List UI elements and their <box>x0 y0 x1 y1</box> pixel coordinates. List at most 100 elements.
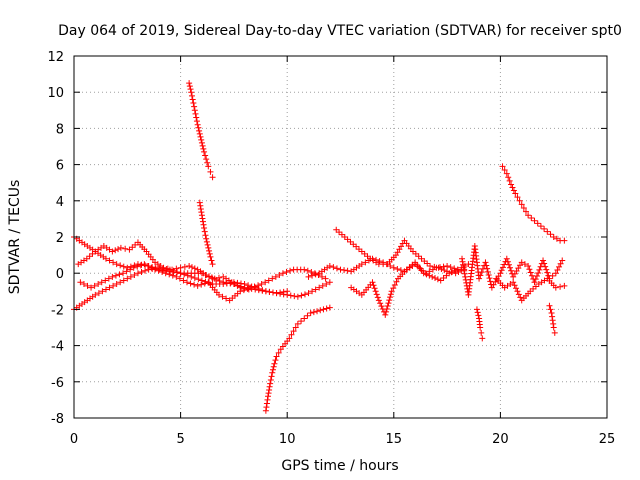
data-point <box>109 273 116 280</box>
data-point-interpolated <box>264 396 271 403</box>
data-point-interpolated <box>204 159 211 166</box>
data-point <box>258 281 265 288</box>
data-point-interpolated <box>197 205 204 212</box>
data-point-interpolated <box>112 247 119 254</box>
data-point-interpolated <box>462 273 469 280</box>
data-point-interpolated <box>275 349 282 356</box>
data-point <box>544 228 551 235</box>
data-point-interpolated <box>394 265 401 272</box>
data-point <box>215 291 222 298</box>
data-point-interpolated <box>191 275 198 282</box>
data-point-interpolated <box>208 274 215 281</box>
data-point-interpolated <box>532 276 539 283</box>
data-point-interpolated <box>312 271 319 278</box>
data-point <box>301 315 308 322</box>
data-point-interpolated <box>506 177 513 184</box>
data-point-interpolated <box>505 261 512 268</box>
data-point <box>479 335 486 342</box>
data-point-interpolated <box>206 247 213 254</box>
data-point-interpolated <box>180 277 187 284</box>
data-point-interpolated <box>505 174 512 181</box>
data-point-interpolated <box>536 266 543 273</box>
data-point-interpolated <box>265 277 272 284</box>
data-point-interpolated <box>518 201 525 208</box>
data-point-interpolated <box>117 279 124 286</box>
data-point-interpolated <box>138 261 145 268</box>
data-point <box>446 270 453 277</box>
data-point-interpolated <box>474 309 481 316</box>
data-point-interpolated <box>554 267 561 274</box>
data-point-interpolated <box>514 288 521 295</box>
data-point-interpolated <box>475 312 482 319</box>
data-point <box>305 290 312 297</box>
data-point-interpolated <box>197 133 204 140</box>
data-point <box>429 273 436 280</box>
data-point-interpolated <box>534 220 541 227</box>
data-point-interpolated <box>309 288 316 295</box>
data-point-interpolated <box>485 272 492 279</box>
data-marks <box>71 80 568 414</box>
data-point <box>102 255 109 262</box>
data-point-interpolated <box>478 269 485 276</box>
data-point-interpolated <box>259 287 266 294</box>
data-point <box>194 121 201 128</box>
data-point <box>247 284 254 291</box>
data-point <box>113 281 120 288</box>
data-point-interpolated <box>393 278 400 285</box>
data-point-interpolated <box>198 136 205 143</box>
data-point-interpolated <box>219 293 226 300</box>
data-point <box>262 288 269 295</box>
data-point <box>265 393 272 400</box>
data-point-interpolated <box>291 293 298 300</box>
data-point <box>88 284 95 291</box>
data-point-interpolated <box>460 264 467 271</box>
data-point-interpolated <box>487 278 494 285</box>
y-tick-labels: -8 -6 -4 -2 0 2 4 6 8 10 12 <box>47 50 64 427</box>
data-point-interpolated <box>206 250 213 257</box>
data-point <box>508 181 515 188</box>
data-point-interpolated <box>201 280 208 287</box>
data-point-interpolated <box>308 268 315 275</box>
x-tick-label: 15 <box>386 432 403 447</box>
data-point <box>499 163 506 170</box>
data-point-interpolated <box>323 305 330 312</box>
y-tick-label: 8 <box>56 122 64 137</box>
data-point <box>203 235 210 242</box>
data-point-interpolated <box>556 263 563 270</box>
data-point-interpolated <box>110 259 117 266</box>
data-point-interpolated <box>267 376 274 383</box>
data-point-interpolated <box>127 263 134 270</box>
data-point <box>192 110 199 117</box>
data-point-interpolated <box>173 265 180 272</box>
data-point <box>160 264 167 271</box>
y-tick-label: 4 <box>56 195 64 210</box>
data-point-interpolated <box>304 312 311 319</box>
data-point-interpolated <box>134 263 141 270</box>
data-point <box>120 270 127 277</box>
data-point-interpolated <box>148 264 155 271</box>
data-point-interpolated <box>547 231 554 238</box>
data-point-interpolated <box>186 83 193 90</box>
data-point-interpolated <box>549 313 556 320</box>
data-point-interpolated <box>377 300 384 307</box>
data-point-interpolated <box>181 271 188 278</box>
data-point-interpolated <box>397 267 404 274</box>
data-point-interpolated <box>371 285 378 292</box>
data-point-interpolated <box>385 300 392 307</box>
data-point-interpolated <box>137 262 144 269</box>
data-point-interpolated <box>181 263 188 270</box>
data-point <box>183 279 190 286</box>
data-point-interpolated <box>191 107 198 114</box>
data-point-interpolated <box>176 275 183 282</box>
data-point-interpolated <box>432 275 439 282</box>
axis-ticks <box>73 55 608 419</box>
data-point-interpolated <box>376 258 383 265</box>
data-point-interpolated <box>138 268 145 275</box>
y-tick-label: 6 <box>56 159 64 174</box>
data-point <box>552 270 559 277</box>
data-point-interpolated <box>208 257 215 264</box>
chart-title: Day 064 of 2019, Sidereal Day-to-day VTE… <box>58 23 622 39</box>
data-point <box>510 279 517 286</box>
data-point-interpolated <box>238 280 245 287</box>
data-point-interpolated <box>120 263 127 270</box>
